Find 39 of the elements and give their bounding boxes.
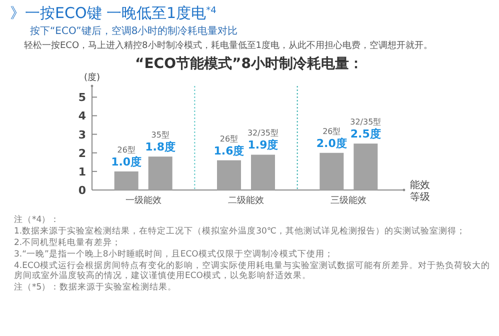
y-tick-label: 4 <box>78 110 86 123</box>
text: 4.ECO模式运行会根据房间特点有变化的影响，空调实际使用耗电量与实验室测试数据可能有所差异。对于热负荷较大的房间或室外温度较高的情况，建议谨慎使用ECO模式，以免影响舒适效果。 <box>14 260 490 281</box>
data-label: 1.9度 <box>248 138 278 152</box>
text: 注（*4）： <box>14 214 60 225</box>
text: 轻松一按ECO，马上进入精控8小时制冷模式，耗电量低至1度电，从此不用担心电费，空调想开就开。 <box>24 40 433 51</box>
x-axis-title: 能效等级 <box>410 179 430 203</box>
text: 3.“一晚”是指一个晚上8小时睡眠时间，且ECO模式仅限于空调制冷模式下使用； <box>14 248 334 260</box>
bar <box>217 160 241 190</box>
data-label: 1.0度 <box>111 155 142 168</box>
y-axis-title: (度) <box>84 72 100 83</box>
y-tick-label: 0 <box>78 184 86 197</box>
bar <box>114 171 138 190</box>
y-tick-label: 1 <box>78 165 86 178</box>
data-label: 2.0度 <box>316 136 347 150</box>
chart-subtitle: 按下“ECO”键后，空调8小时的制冷耗电量对比 <box>30 25 238 37</box>
annotation: 26型 <box>117 145 136 154</box>
y-tick-label: 2 <box>78 146 86 160</box>
text: “ECO节能模式”8小时制冷耗电量： <box>135 56 363 72</box>
text: 1.数据来源于实验室检测结果，在特定工况下（模拟室外温度30℃，其他测试详见检测报告）的实测试验室测得； <box>14 226 466 236</box>
text: 2.不同机型耗电量有差异； <box>14 237 122 248</box>
x-tick-label: 三级能效 <box>330 195 367 206</box>
annotation: 32/35型 <box>247 128 279 138</box>
x-tick-label: 一级能效 <box>125 195 162 206</box>
chart-title: 》一按ECO键 一晚低至1度电$^{*4}$ <box>10 4 217 22</box>
data-label: 1.6度 <box>214 144 244 158</box>
y-tick-label: 5 <box>78 91 86 104</box>
annotation: 26型 <box>220 134 238 144</box>
bar <box>354 144 378 190</box>
bar <box>320 152 344 190</box>
bar <box>148 156 172 190</box>
annotation: 32/35型 <box>350 118 382 127</box>
data-label: 2.5度 <box>350 128 381 141</box>
text: 注（*5）：数据来源于实验室检测结果。 <box>14 282 177 292</box>
data-label: 1.8度 <box>145 140 176 154</box>
bar <box>251 154 275 190</box>
y-tick-label: 3 <box>78 128 86 142</box>
annotation: 35型 <box>151 130 170 140</box>
x-tick-label: 二级能效 <box>228 195 264 206</box>
annotation: 26型 <box>322 126 341 136</box>
